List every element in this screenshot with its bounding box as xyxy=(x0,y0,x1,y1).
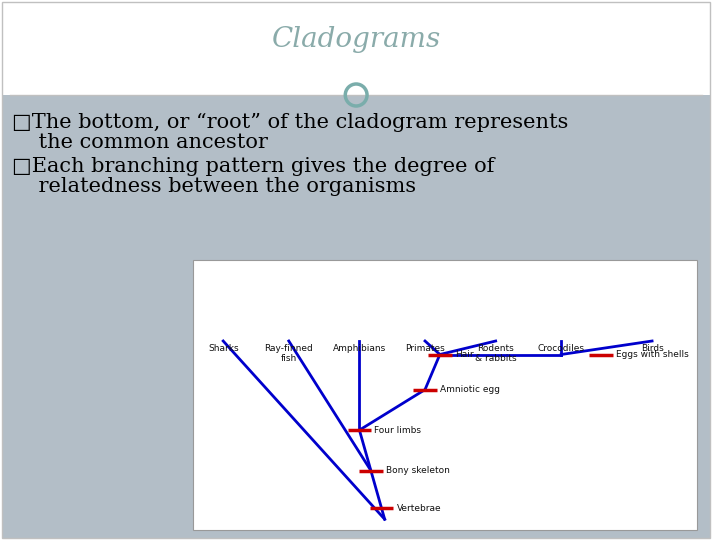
Text: Primates: Primates xyxy=(405,344,445,353)
Text: Bony skeleton: Bony skeleton xyxy=(386,466,449,475)
Text: Rodents
& rabbits: Rodents & rabbits xyxy=(475,344,516,363)
Text: Four limbs: Four limbs xyxy=(374,426,421,435)
Text: Eggs with shells: Eggs with shells xyxy=(616,350,688,359)
FancyBboxPatch shape xyxy=(2,2,711,95)
Text: Vertebrae: Vertebrae xyxy=(397,504,441,513)
Text: Ray-finned
fish: Ray-finned fish xyxy=(264,344,313,363)
Text: □The bottom, or “root” of the cladogram represents: □The bottom, or “root” of the cladogram … xyxy=(12,113,568,132)
Text: Hair: Hair xyxy=(455,350,473,359)
Text: □Each branching pattern gives the degree of: □Each branching pattern gives the degree… xyxy=(12,157,494,176)
FancyBboxPatch shape xyxy=(2,95,711,538)
Text: relatedness between the organisms: relatedness between the organisms xyxy=(12,177,416,196)
Text: Amphibians: Amphibians xyxy=(333,344,386,353)
Text: Sharks: Sharks xyxy=(208,344,238,353)
Text: Crocodiles: Crocodiles xyxy=(538,344,585,353)
Text: Birds: Birds xyxy=(641,344,663,353)
Text: the common ancestor: the common ancestor xyxy=(12,133,268,152)
Text: Cladograms: Cladograms xyxy=(271,26,441,53)
Text: Amniotic egg: Amniotic egg xyxy=(440,385,500,394)
FancyBboxPatch shape xyxy=(193,260,698,530)
